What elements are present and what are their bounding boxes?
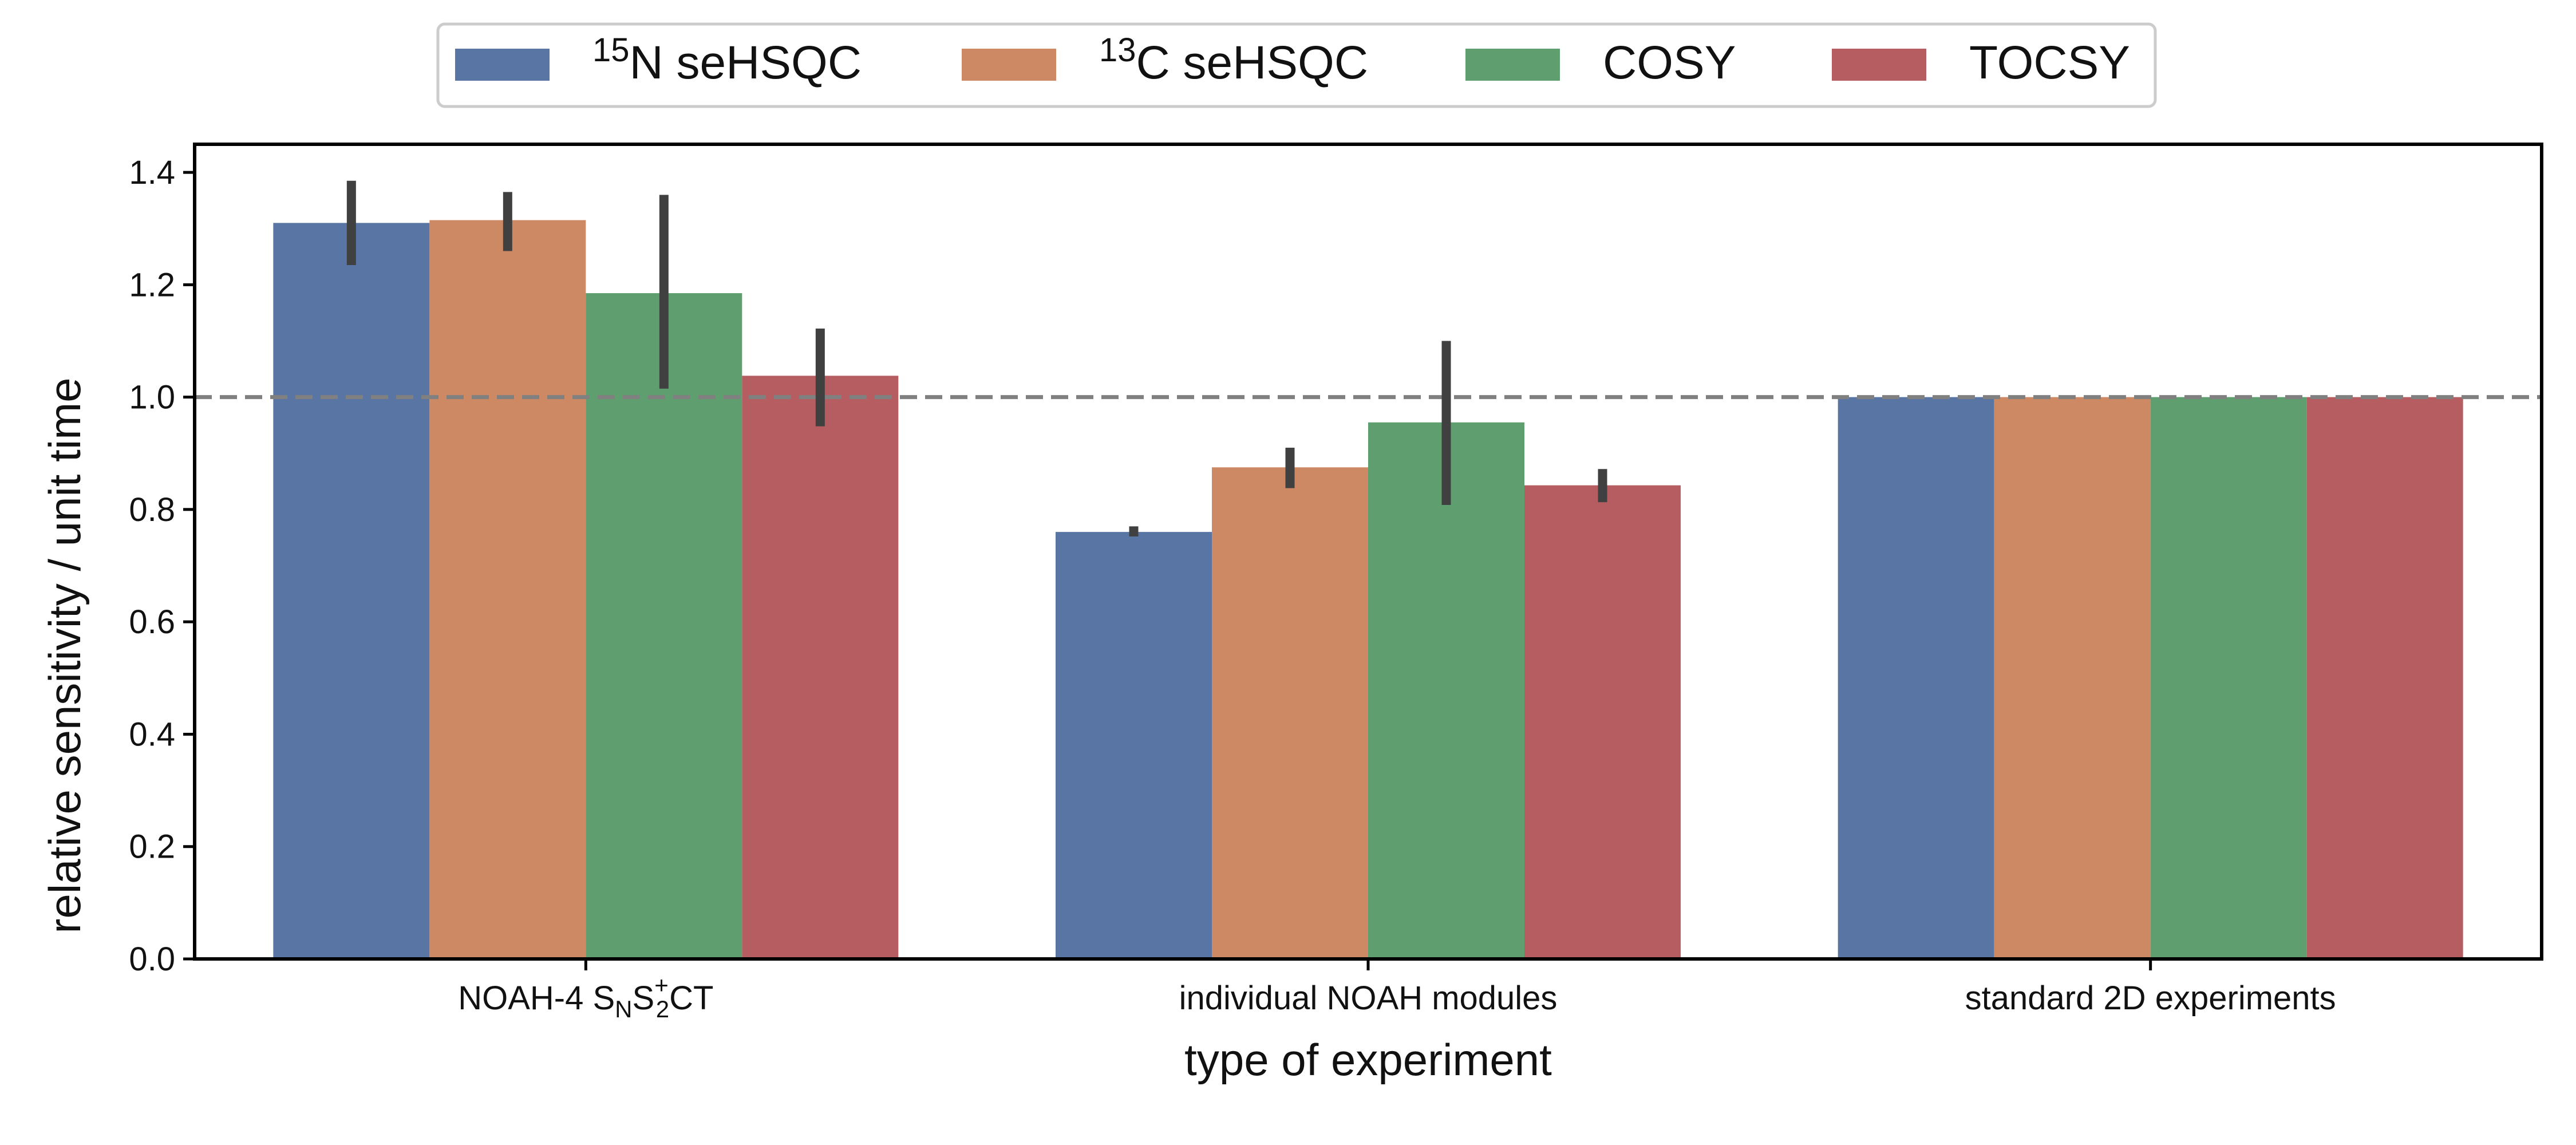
legend-label-2: COSY (1603, 37, 1736, 89)
y-tick-label-3: 0.6 (129, 603, 175, 641)
error-bars-layer (346, 180, 1607, 537)
legend-swatch-2 (1465, 49, 1560, 81)
bars-layer (273, 220, 2463, 960)
bar-2-0 (1838, 397, 1994, 959)
y-axis-label: relative sensitivity / unit time (39, 377, 90, 933)
bar-0-3 (742, 376, 899, 959)
legend-label-3: TOCSY (1969, 37, 2130, 89)
bar-0-2 (586, 293, 742, 960)
bar-1-0 (1056, 532, 1212, 959)
bar-1-3 (1524, 485, 1681, 959)
ticks-layer: 0.0 0.2 0.4 0.6 0.8 1.0 1.2 1.4 NOAH-4 SNS+ 2CT in… (129, 154, 2336, 1022)
bar-0-0 (273, 223, 430, 960)
legend-swatch-3 (1832, 49, 1926, 81)
x-tick-label-1: individual NOAH modules (1179, 980, 1558, 1017)
y-tick-label-4: 0.8 (129, 491, 175, 528)
x-tick-label-0: NOAH-4 SNS+ 2CT (458, 972, 713, 1022)
y-tick-label-6: 1.2 (129, 266, 175, 303)
y-tick-label-0: 0.0 (129, 941, 175, 978)
legend: 15N seHSQC 13C seHSQC COSY TOCSY (436, 22, 2157, 108)
y-tick-label-5: 1.0 (129, 379, 175, 416)
legend-label-0: 15N seHSQC (592, 31, 862, 89)
x-tick-label-2: standard 2D experiments (1965, 980, 2336, 1017)
legend-label-1: 13C seHSQC (1099, 31, 1368, 89)
y-tick-label-1: 0.2 (129, 828, 175, 866)
legend-frame (436, 22, 2157, 108)
y-tick-label-2: 0.4 (129, 716, 175, 753)
bar-2-3 (2306, 397, 2463, 959)
bar-0-1 (429, 220, 586, 959)
y-tick-label-7: 1.4 (129, 154, 175, 191)
legend-swatch-1 (962, 49, 1056, 81)
bar-2-2 (2150, 397, 2307, 959)
bar-1-1 (1212, 467, 1368, 959)
bar-2-1 (1994, 397, 2151, 959)
legend-swatch-0 (455, 49, 550, 81)
x-axis-label: type of experiment (1184, 1035, 1552, 1085)
bar-1-2 (1368, 422, 1524, 959)
